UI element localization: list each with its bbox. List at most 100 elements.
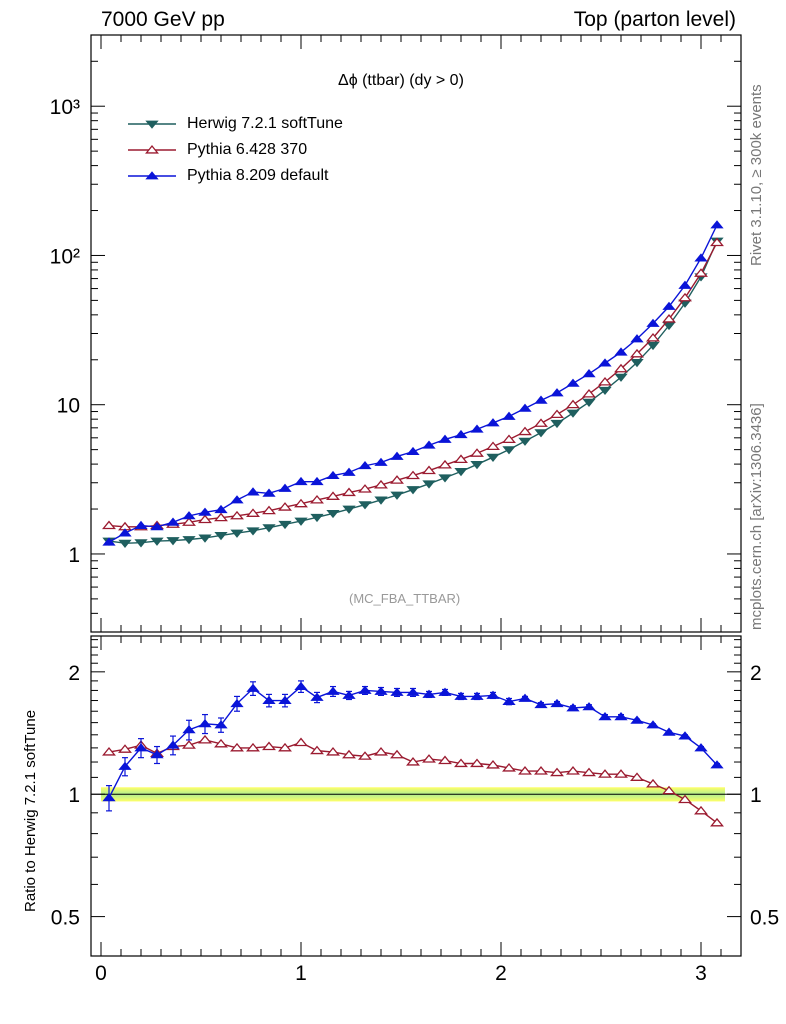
data-point-main — [246, 508, 260, 517]
data-point-ratio — [678, 794, 692, 804]
data-point-main — [534, 429, 548, 438]
data-point-main — [406, 446, 420, 456]
data-point-ratio — [710, 817, 724, 827]
data-point-ratio — [550, 698, 564, 708]
data-point-ratio — [294, 737, 308, 747]
data-point-main — [198, 514, 212, 524]
ratio-y-tick-label-right: 1 — [750, 784, 762, 807]
data-point-main — [422, 440, 436, 449]
ratio-y-tick-label-left: 2 — [68, 662, 80, 685]
legend-entry-herwig: Herwig 7.2.1 softTune — [187, 115, 343, 132]
data-point-ratio — [614, 712, 628, 721]
y-tick-label: 10² — [50, 245, 80, 268]
data-point-main — [310, 476, 324, 486]
data-point-main — [406, 470, 420, 480]
data-point-main — [390, 491, 404, 500]
data-point-ratio — [678, 731, 692, 740]
data-point-ratio — [230, 698, 244, 708]
data-point-ratio — [646, 778, 660, 788]
data-point-ratio — [326, 746, 340, 756]
data-point-ratio — [582, 767, 596, 777]
data-point-main — [118, 539, 132, 549]
data-point-ratio — [294, 681, 308, 690]
data-point-ratio — [630, 715, 644, 724]
data-point-main — [278, 502, 292, 511]
data-point-main — [342, 505, 356, 514]
x-tick-label: 3 — [695, 962, 707, 985]
data-point-main — [518, 426, 532, 436]
data-point-main — [614, 363, 628, 373]
data-point-main — [230, 495, 244, 504]
data-point-main — [678, 280, 692, 289]
data-point-main — [582, 398, 596, 407]
data-point-main — [566, 409, 580, 418]
data-point-ratio — [166, 740, 180, 749]
data-point-main — [342, 487, 356, 497]
data-point-main — [166, 517, 180, 526]
data-point-ratio — [438, 687, 452, 696]
y-tick-label: 10 — [57, 395, 80, 418]
header-right: Top (parton level) — [573, 8, 736, 31]
data-point-ratio — [198, 734, 212, 744]
data-point-main — [646, 332, 660, 342]
data-point-main — [262, 505, 276, 515]
data-point-ratio — [262, 741, 276, 751]
data-point-main — [102, 520, 116, 530]
data-point-ratio — [662, 785, 676, 795]
data-point-main — [566, 378, 580, 387]
data-point-ratio — [550, 767, 564, 777]
data-point-ratio — [486, 759, 500, 769]
data-point-main — [598, 386, 612, 396]
axis-tick-labels: 0 1 2 3 1 10 10² 10³ 0.5 0.5 1 1 2 2 — [50, 96, 780, 985]
data-point-main — [614, 373, 628, 382]
data-point-ratio — [598, 769, 612, 778]
data-point-ratio — [390, 687, 404, 696]
data-point-main — [246, 487, 260, 496]
data-point-ratio — [118, 761, 132, 770]
side-label-mcplots: mcplots.cern.ch [arXiv:1306.3436] — [748, 403, 765, 630]
data-point-ratio — [182, 725, 196, 734]
data-point-ratio — [358, 751, 372, 760]
ratio-reference-band-layer — [91, 787, 741, 802]
data-point-main — [534, 395, 548, 404]
data-point-main — [662, 314, 676, 323]
data-point-ratio — [342, 690, 356, 699]
data-point-main — [486, 418, 500, 427]
data-point-ratio — [438, 755, 452, 765]
data-point-main — [294, 517, 308, 526]
data-point-ratio — [470, 691, 484, 700]
data-point-main — [422, 480, 436, 489]
data-point-main — [262, 524, 276, 533]
side-label-rivet: Rivet 3.1.10, ≥ 300k events — [748, 84, 765, 266]
data-point-main — [678, 292, 692, 302]
data-point-main — [470, 461, 484, 470]
data-point-main — [182, 511, 196, 520]
series-0 — [102, 237, 724, 549]
x-tick-label: 1 — [295, 962, 307, 985]
data-point-ratio — [310, 745, 324, 755]
data-point-main — [630, 359, 644, 368]
data-point-main — [550, 388, 564, 397]
data-point-main — [646, 341, 660, 351]
data-point-ratio — [246, 683, 260, 692]
series-layer — [102, 220, 724, 827]
data-point-main — [230, 510, 244, 520]
data-point-main — [246, 527, 260, 536]
data-point-main — [374, 457, 388, 466]
data-point-main — [710, 220, 724, 229]
ratio-y-tick-label-left: 1 — [68, 784, 80, 807]
data-point-main — [502, 446, 516, 455]
data-point-ratio — [454, 758, 468, 768]
data-point-main — [342, 467, 356, 476]
series-1 — [102, 237, 724, 827]
data-point-main — [438, 459, 452, 469]
data-point-ratio — [598, 712, 612, 721]
data-point-ratio — [422, 754, 436, 763]
data-point-main — [566, 399, 580, 409]
data-point-main — [118, 528, 132, 537]
data-point-main — [694, 253, 708, 262]
ratio-y-tick-label-right: 2 — [750, 662, 762, 685]
legend-entry-pythia6: Pythia 6.428 370 — [187, 141, 308, 158]
data-point-main — [646, 318, 660, 327]
